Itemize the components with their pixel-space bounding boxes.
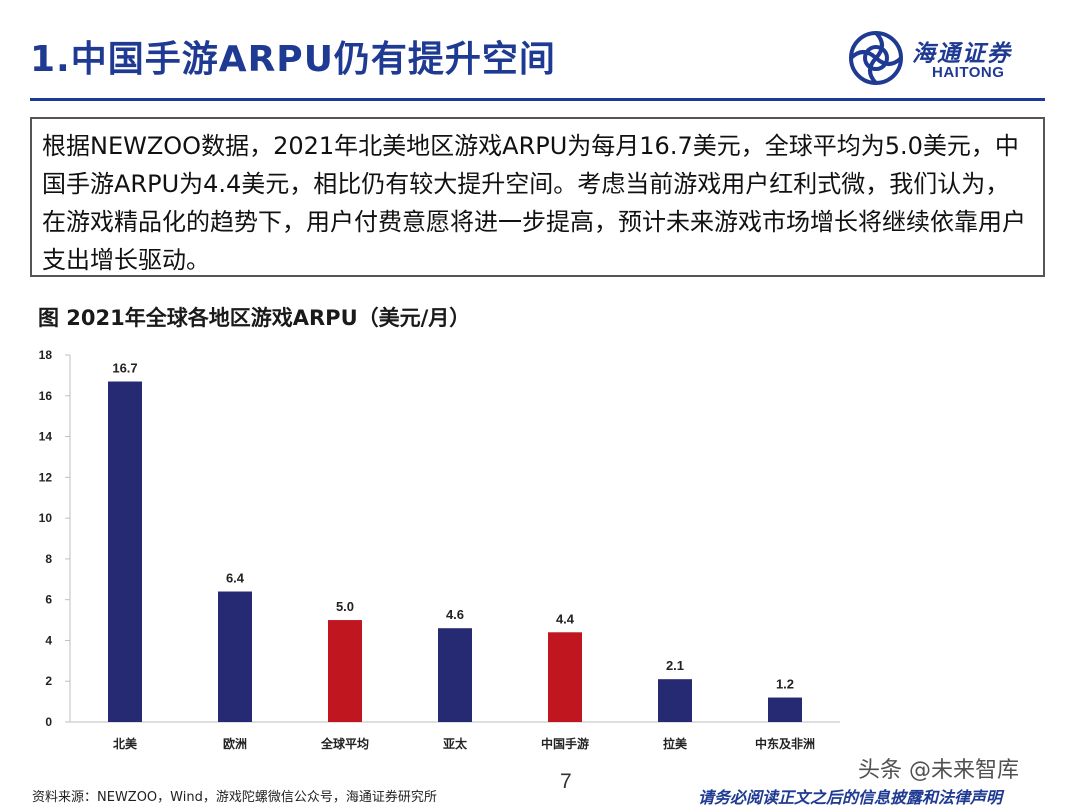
x-tick-label: 全球平均 bbox=[320, 736, 369, 751]
summary-box: 根据NEWZOO数据，2021年北美地区游戏ARPU为每月16.7美元，全球平均… bbox=[30, 117, 1045, 277]
y-tick-label: 16 bbox=[39, 389, 53, 403]
watermark: 头条 @未来智库 bbox=[858, 758, 1019, 783]
haitong-logo: 海通证券 HAITONG bbox=[848, 30, 1048, 90]
y-tick-label: 4 bbox=[45, 633, 52, 647]
data-label: 5.0 bbox=[336, 599, 354, 614]
y-tick-label: 0 bbox=[45, 715, 52, 729]
data-label: 4.6 bbox=[446, 607, 464, 622]
bar bbox=[108, 381, 142, 722]
y-tick-label: 6 bbox=[45, 593, 52, 607]
logo-english-name: HAITONG bbox=[932, 64, 1005, 81]
x-tick-label: 中国手游 bbox=[541, 736, 589, 751]
legal-disclaimer: 请务必阅读正文之后的信息披露和法律声明 bbox=[698, 788, 1003, 807]
x-tick-label: 北美 bbox=[113, 736, 138, 751]
y-tick-label: 18 bbox=[39, 348, 53, 362]
chart-title: 图 2021年全球各地区游戏ARPU（美元/月） bbox=[38, 306, 471, 330]
data-label: 16.7 bbox=[112, 361, 137, 376]
x-tick-label: 拉美 bbox=[663, 736, 688, 751]
bar bbox=[438, 628, 472, 722]
data-label: 1.2 bbox=[776, 677, 794, 692]
page-number: 7 bbox=[560, 770, 572, 793]
data-label: 6.4 bbox=[226, 571, 245, 586]
y-tick-label: 14 bbox=[39, 430, 53, 444]
bar bbox=[328, 620, 362, 722]
x-tick-label: 中东及非洲 bbox=[755, 736, 815, 751]
x-tick-label: 欧洲 bbox=[223, 736, 247, 751]
y-tick-label: 8 bbox=[45, 552, 52, 566]
summary-text: 根据NEWZOO数据，2021年北美地区游戏ARPU为每月16.7美元，全球平均… bbox=[42, 132, 1026, 274]
bar bbox=[548, 632, 582, 722]
page-title: 1.中国手游ARPU仍有提升空间 bbox=[30, 39, 556, 80]
bar bbox=[658, 679, 692, 722]
title-divider bbox=[30, 98, 1045, 101]
x-tick-label: 亚太 bbox=[443, 736, 468, 751]
bar bbox=[768, 697, 802, 722]
data-label: 4.4 bbox=[556, 611, 575, 626]
source-note: 资料来源：NEWZOO，Wind，游戏陀螺微信公众号，海通证券研究所 bbox=[32, 790, 437, 805]
y-tick-label: 12 bbox=[39, 470, 53, 484]
bar bbox=[218, 591, 252, 722]
y-tick-label: 10 bbox=[39, 511, 53, 525]
logo-chinese-name: 海通证券 bbox=[912, 40, 1012, 67]
haitong-emblem-icon bbox=[849, 31, 903, 85]
data-label: 2.1 bbox=[666, 658, 684, 673]
y-tick-label: 2 bbox=[45, 674, 52, 688]
